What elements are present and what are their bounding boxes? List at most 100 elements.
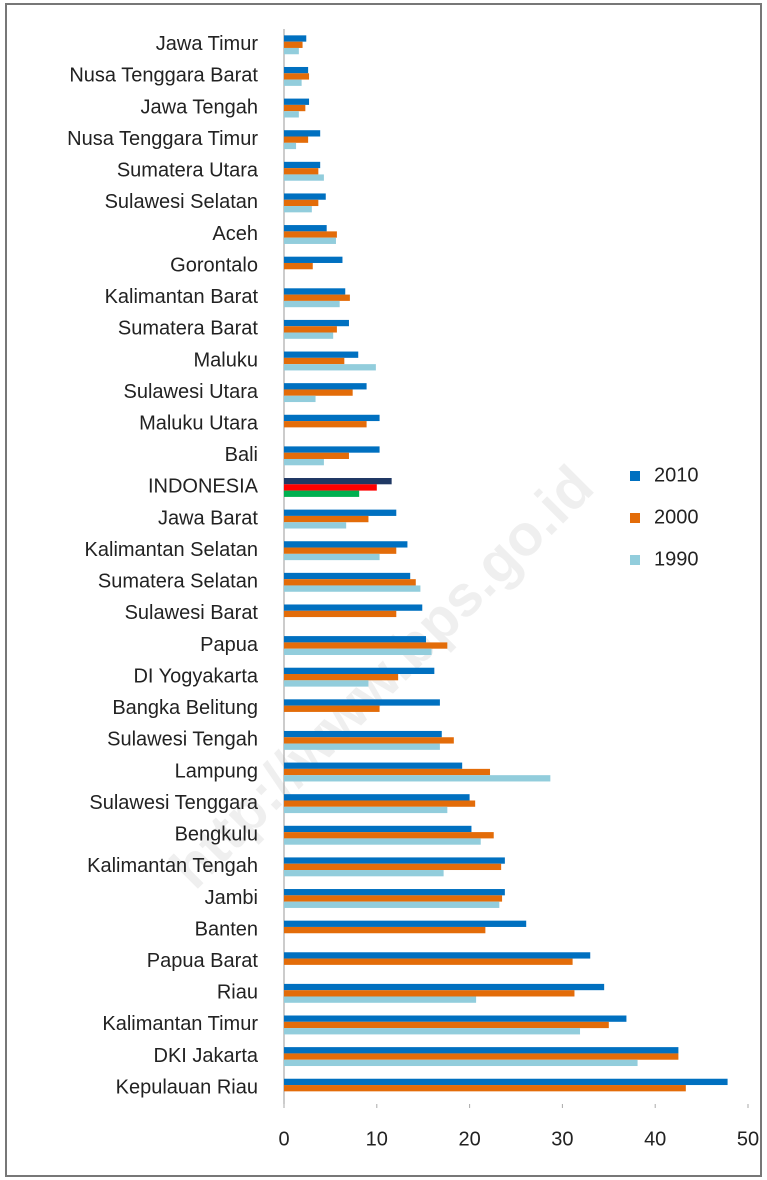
y-tick-label: Sumatera Utara [117, 160, 259, 182]
bar [284, 66, 309, 74]
bar [284, 414, 380, 422]
bar [284, 572, 411, 580]
bar [284, 737, 454, 744]
y-tick-label: Kalimantan Selatan [85, 539, 258, 561]
y-tick-label: Sulawesi Utara [123, 381, 258, 403]
bar [284, 768, 491, 776]
y-tick-label: Kepulauan Riau [116, 1076, 258, 1098]
bar [284, 452, 349, 459]
bar [284, 794, 470, 801]
bar [284, 490, 360, 497]
bar [284, 699, 440, 706]
bar [284, 553, 380, 561]
bar [284, 667, 435, 675]
legend-swatch [630, 471, 640, 481]
bar [284, 79, 302, 86]
y-tick-label: Sulawesi Tengah [107, 729, 258, 751]
bar [284, 1047, 679, 1054]
legend-label: 2000 [654, 506, 699, 528]
bar [284, 680, 369, 687]
x-tick-label: 50 [737, 1128, 759, 1150]
bar [284, 1059, 638, 1067]
bar [284, 326, 337, 333]
bar [284, 996, 477, 1003]
bar [284, 705, 380, 712]
y-tick-label: Banten [195, 918, 258, 940]
y-tick-label: Sulawesi Barat [125, 602, 259, 624]
bar [284, 389, 353, 396]
bar [284, 541, 408, 548]
bar [284, 225, 327, 232]
bar [284, 130, 321, 137]
bar [284, 857, 505, 864]
y-tick-label: INDONESIA [148, 476, 259, 498]
y-tick-label: DKI Jakarta [154, 1045, 259, 1067]
bar [284, 41, 303, 48]
bar [284, 446, 380, 453]
legend-swatch [630, 513, 640, 523]
bar [284, 193, 326, 200]
y-tick-label: Jawa Tengah [141, 96, 259, 118]
bar [284, 1053, 679, 1060]
bar [284, 35, 307, 42]
bar [284, 952, 591, 959]
y-tick-label: Riau [217, 982, 258, 1004]
bar [284, 332, 334, 339]
y-tick-label: Bangka Belitung [112, 697, 258, 719]
bar [284, 478, 392, 485]
bar [284, 111, 299, 118]
y-tick-label: Nusa Tenggara Timur [67, 128, 258, 150]
bar [284, 98, 310, 105]
bar [284, 395, 316, 403]
y-tick-label: Kalimantan Timur [102, 1013, 258, 1035]
y-tick-label: Nusa Tenggara Barat [69, 65, 258, 87]
legend-label: 2010 [654, 464, 699, 486]
x-tick-label: 30 [551, 1128, 573, 1150]
y-tick-label: Lampung [175, 760, 258, 782]
bar [284, 832, 494, 839]
legend-swatch [630, 555, 640, 565]
bar [284, 47, 299, 55]
y-tick-label: Jawa Barat [158, 507, 258, 529]
bar [284, 383, 367, 390]
bar [284, 168, 319, 175]
bar [284, 838, 481, 845]
bar [284, 895, 503, 902]
y-tick-label: DI Yogyakarta [133, 665, 258, 687]
bar [284, 901, 500, 908]
y-tick-label: Maluku [194, 349, 258, 371]
bar [284, 1021, 609, 1029]
bar [284, 579, 416, 586]
y-tick-label: Sumatera Barat [118, 318, 259, 340]
x-tick-label: 10 [366, 1128, 388, 1150]
bar [284, 800, 476, 807]
bar [284, 920, 527, 927]
bar [284, 674, 399, 681]
y-tick-label: Papua [200, 634, 259, 656]
bar [284, 889, 505, 896]
bar [284, 364, 376, 371]
x-tick-label: 20 [458, 1128, 480, 1150]
bar [284, 1015, 627, 1022]
bar [284, 642, 448, 649]
y-tick-label: Kalimantan Tengah [87, 855, 258, 877]
y-tick-label: Kalimantan Barat [105, 286, 259, 308]
bar [284, 1028, 581, 1035]
y-tick-label: Gorontalo [170, 254, 258, 276]
bar [284, 136, 309, 143]
y-tick-label: Papua Barat [147, 950, 259, 972]
y-tick-label: Sulawesi Selatan [105, 191, 258, 213]
bar [284, 926, 486, 934]
bar [284, 357, 345, 365]
bar [284, 351, 359, 358]
bar [284, 762, 463, 769]
bar [284, 515, 369, 523]
y-tick-label: Sumatera Selatan [98, 571, 258, 593]
x-tick-label: 0 [278, 1128, 289, 1150]
y-tick-label: Bali [225, 444, 258, 466]
bar [284, 958, 573, 965]
bar [284, 199, 319, 207]
bar [284, 142, 297, 150]
y-tick-label: Jawa Timur [156, 33, 259, 55]
